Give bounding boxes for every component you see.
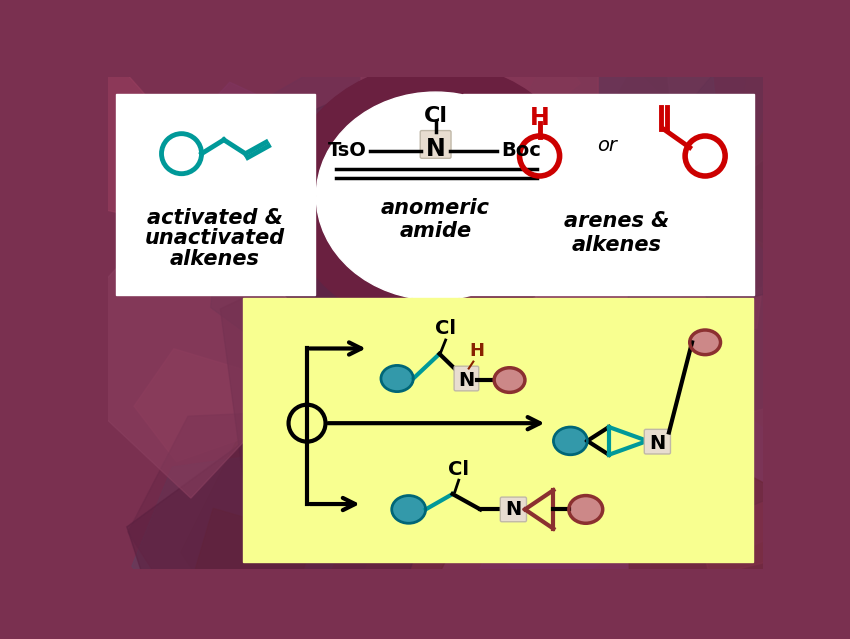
Text: N: N	[505, 500, 522, 519]
FancyBboxPatch shape	[644, 429, 671, 454]
Polygon shape	[416, 0, 598, 151]
Polygon shape	[665, 0, 824, 167]
Text: Cl: Cl	[423, 106, 448, 126]
Bar	[462, 94, 754, 295]
Polygon shape	[134, 349, 242, 462]
Ellipse shape	[316, 92, 555, 300]
Text: alkenes: alkenes	[170, 249, 259, 269]
Ellipse shape	[689, 330, 721, 355]
Ellipse shape	[381, 366, 413, 392]
Polygon shape	[184, 508, 313, 637]
Polygon shape	[144, 82, 344, 286]
Ellipse shape	[553, 427, 587, 455]
Polygon shape	[473, 489, 652, 639]
Polygon shape	[627, 460, 822, 639]
Text: Cl: Cl	[448, 459, 469, 479]
Polygon shape	[24, 58, 178, 215]
Polygon shape	[612, 273, 850, 534]
Polygon shape	[673, 396, 850, 576]
Bar	[243, 298, 753, 562]
Polygon shape	[329, 81, 428, 181]
Text: Boc: Boc	[501, 141, 541, 160]
Bar	[116, 94, 314, 295]
FancyBboxPatch shape	[454, 366, 479, 391]
Polygon shape	[221, 141, 344, 259]
Text: N: N	[426, 137, 445, 161]
Ellipse shape	[569, 496, 603, 523]
Text: N: N	[458, 371, 474, 390]
Ellipse shape	[494, 367, 525, 392]
Polygon shape	[653, 406, 796, 562]
Text: activated &: activated &	[147, 208, 283, 227]
Text: H: H	[530, 106, 549, 130]
Text: or: or	[598, 137, 617, 155]
Text: amide: amide	[400, 222, 472, 242]
Text: H: H	[469, 342, 484, 360]
Text: anomeric: anomeric	[381, 198, 490, 219]
Polygon shape	[445, 384, 660, 596]
Polygon shape	[132, 452, 344, 639]
Polygon shape	[244, 36, 505, 337]
Polygon shape	[721, 119, 850, 263]
Polygon shape	[489, 341, 682, 536]
Polygon shape	[460, 0, 760, 199]
Ellipse shape	[392, 496, 426, 523]
Text: N: N	[649, 434, 666, 452]
Text: unactivated: unactivated	[144, 228, 285, 249]
Text: Cl: Cl	[435, 320, 456, 339]
Polygon shape	[643, 0, 850, 208]
Polygon shape	[220, 230, 509, 521]
Polygon shape	[503, 177, 618, 292]
Text: TsO: TsO	[327, 141, 366, 160]
Polygon shape	[453, 11, 581, 139]
Polygon shape	[127, 419, 424, 639]
Polygon shape	[128, 410, 388, 639]
Polygon shape	[431, 0, 638, 148]
Polygon shape	[475, 87, 711, 329]
Text: arenes &: arenes &	[564, 212, 669, 231]
FancyBboxPatch shape	[501, 497, 526, 521]
Polygon shape	[146, 133, 306, 272]
Polygon shape	[180, 420, 458, 639]
Polygon shape	[380, 75, 490, 183]
Ellipse shape	[286, 63, 586, 329]
Text: alkenes: alkenes	[572, 235, 661, 254]
Polygon shape	[37, 199, 335, 498]
FancyBboxPatch shape	[420, 130, 451, 158]
Polygon shape	[357, 0, 575, 212]
Polygon shape	[630, 54, 850, 307]
Polygon shape	[530, 0, 718, 176]
Polygon shape	[637, 210, 768, 343]
Polygon shape	[211, 84, 502, 401]
Polygon shape	[612, 203, 850, 512]
Polygon shape	[357, 89, 453, 189]
